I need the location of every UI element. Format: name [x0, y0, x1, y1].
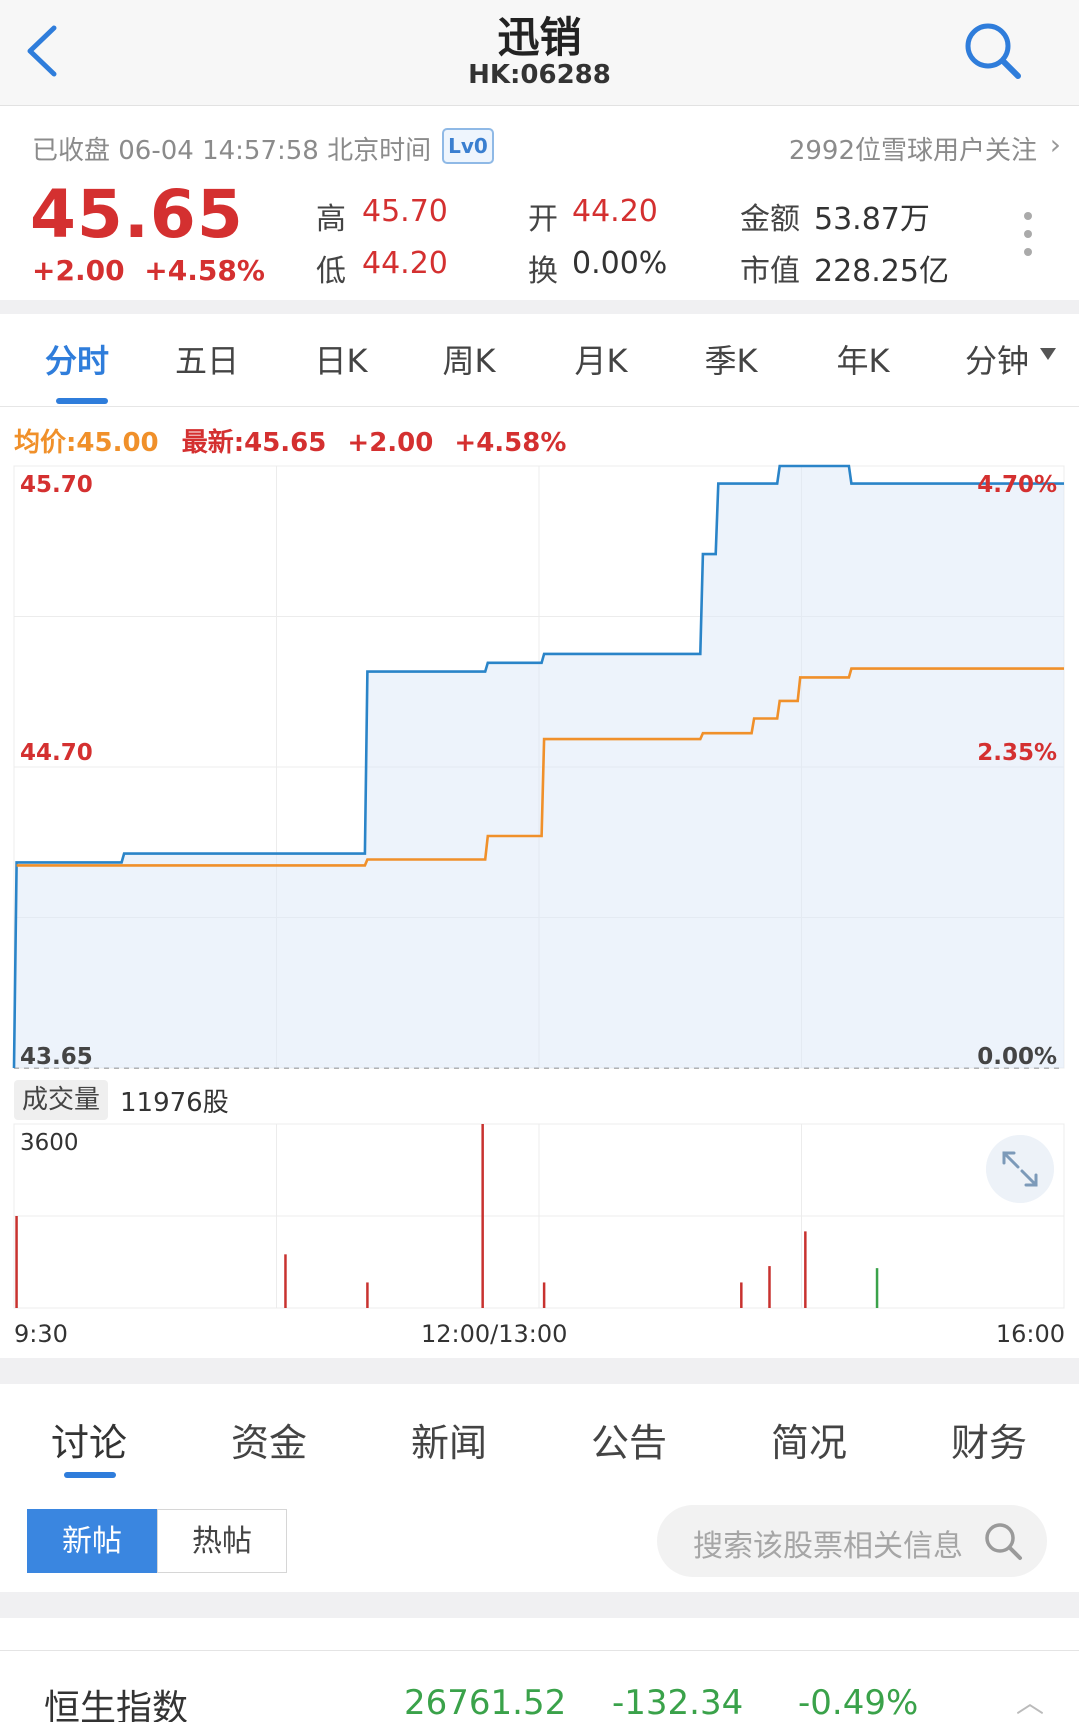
section-divider: [0, 1592, 1079, 1618]
back-arrow-icon[interactable]: [22, 22, 62, 80]
caret-down-icon[interactable]: [1040, 348, 1056, 360]
price-tick-mid: 44.70: [20, 740, 93, 766]
percent-tick-mid: 2.35%: [977, 740, 1057, 766]
series-line-1: [16, 667, 1064, 867]
percent-tick-top: 4.70%: [977, 472, 1057, 498]
time-tick-close: 16:00: [995, 1320, 1065, 1348]
low-label: 低: [316, 254, 346, 289]
high-value: 45.70: [362, 194, 448, 229]
tabs-divider: [0, 406, 1079, 407]
chevron-right-icon[interactable]: ›: [1049, 128, 1061, 161]
market-cap-value: 228.25亿: [814, 254, 949, 289]
percent-tick-bottom: 0.00%: [977, 1044, 1057, 1070]
tab-period-6[interactable]: 年K: [836, 342, 890, 380]
more-vertical-icon[interactable]: [1022, 212, 1034, 256]
tab-content-0[interactable]: 讨论: [50, 1421, 127, 1465]
time-tick-mid: 12:00/13:00: [421, 1320, 568, 1348]
tab-content-1[interactable]: 资金: [230, 1421, 307, 1465]
market-status: 已收盘 06-04 14:57:58 北京时间: [32, 136, 432, 166]
tab-content-3[interactable]: 公告: [590, 1421, 667, 1465]
stock-code: HK:06288: [468, 60, 611, 90]
amount-label: 金额: [740, 202, 800, 237]
price-tick-bottom: 43.65: [20, 1044, 93, 1070]
amount-value: 53.87万: [814, 202, 930, 237]
active-tab-indicator: [64, 1472, 116, 1478]
price-tick-top: 45.70: [20, 472, 93, 498]
latest-change-text: +2.00: [347, 428, 434, 458]
tab-period-3[interactable]: 周K: [442, 342, 496, 380]
chart-legend: 均价:45.00 最新:45.65 +2.00 +4.58%: [14, 422, 566, 459]
tab-content-2[interactable]: 新闻: [410, 1421, 487, 1465]
change-percent: +4.58%: [144, 254, 265, 287]
followers-link[interactable]: 2992位雪球用户关注: [788, 136, 1037, 166]
market-cap-label: 市值: [740, 254, 800, 289]
intraday-chart[interactable]: [0, 0, 1079, 1320]
stock-search-input[interactable]: 搜索该股票相关信息: [657, 1505, 1047, 1577]
search-placeholder: 搜索该股票相关信息: [693, 1529, 963, 1564]
volume-label: 成交量: [14, 1080, 109, 1120]
tab-period-5[interactable]: 季K: [704, 342, 758, 380]
active-tab-indicator: [56, 398, 108, 404]
volume-tick: 3600: [20, 1130, 79, 1156]
index-name: 恒生指数: [44, 1688, 189, 1722]
latest-change-pct-text: +4.58%: [454, 428, 567, 458]
tab-period-1[interactable]: 五日: [174, 342, 239, 380]
hot-posts-toggle[interactable]: 热帖: [157, 1509, 287, 1573]
price-area-fill: [14, 466, 1064, 1068]
volume-total: 11976股: [120, 1088, 229, 1118]
tab-period-2[interactable]: 日K: [314, 342, 368, 380]
turnover-label: 换: [528, 254, 558, 289]
index-change: -132.34: [612, 1683, 744, 1722]
high-label: 高: [316, 202, 346, 237]
current-price: 45.65: [30, 176, 244, 253]
tab-period-0[interactable]: 分时: [44, 342, 109, 380]
avg-price-text: 均价:45.00: [14, 428, 159, 458]
fullscreen-expand-icon[interactable]: [986, 1135, 1054, 1203]
low-value: 44.20: [362, 246, 448, 281]
tab-content-5[interactable]: 财务: [950, 1421, 1027, 1465]
new-posts-toggle[interactable]: 新帖: [27, 1509, 157, 1573]
search-icon[interactable]: [962, 20, 1024, 82]
price-change: +2.00 +4.58%: [32, 254, 265, 287]
index-ticker[interactable]: 恒生指数 26761.52 -132.34 -0.49% ︿: [0, 1650, 1079, 1722]
index-value: 26761.52: [404, 1683, 567, 1722]
tab-period-4[interactable]: 月K: [574, 342, 628, 380]
section-divider: [0, 1358, 1079, 1384]
index-change-pct: -0.49%: [798, 1683, 919, 1722]
level-badge: Lv0: [442, 128, 494, 164]
series-line-0: [12, 464, 1064, 1069]
search-icon: [985, 1523, 1022, 1560]
stock-name: 迅销: [497, 13, 582, 62]
open-value: 44.20: [572, 194, 658, 229]
tab-period-7[interactable]: 分钟: [964, 342, 1029, 380]
chevron-up-icon[interactable]: ︿: [1016, 1686, 1045, 1719]
latest-price-text: 最新:45.65: [181, 428, 327, 458]
open-label: 开: [528, 202, 558, 237]
section-divider: [0, 300, 1079, 314]
tab-content-4[interactable]: 简况: [770, 1421, 847, 1465]
time-tick-open: 9:30: [14, 1320, 68, 1348]
top-bar: 迅销 HK:06288: [0, 0, 1079, 106]
change-value: +2.00: [32, 254, 125, 287]
turnover-value: 0.00%: [572, 246, 668, 281]
